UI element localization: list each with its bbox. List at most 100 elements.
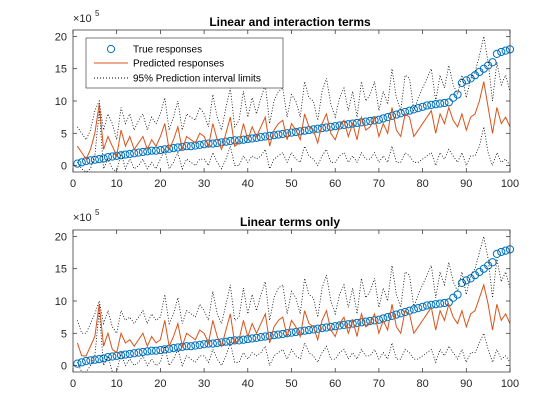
bottom-plot-background (73, 230, 510, 372)
bottom-true-response-point (204, 339, 213, 348)
bottom-x-tick-label: 100 (501, 378, 519, 390)
bottom-true-response-point (274, 330, 283, 339)
top-y-tick-label: 20 (55, 31, 67, 43)
top-chart-y-multiplier-base: ×10 (73, 13, 92, 25)
bottom-true-response-point (401, 307, 410, 317)
bottom-true-response-point (357, 318, 366, 327)
legend-interval-label: 95% Prediction interval limits (133, 74, 261, 85)
bottom-x-tick-label: 90 (460, 378, 472, 390)
top-true-response-point (331, 122, 340, 131)
top-true-response-point (156, 145, 165, 155)
bottom-true-response-point (435, 299, 445, 308)
bottom-y-tick-label: 20 (55, 231, 67, 243)
top-true-response-point (379, 114, 388, 123)
top-true-response-point (134, 148, 143, 157)
bottom-x-tick-label: 40 (242, 378, 254, 390)
legend-predicted-label: Predicted responses (133, 59, 224, 70)
top-true-response-point (488, 58, 497, 67)
bottom-true-response-point (366, 316, 375, 326)
top-true-response-point (112, 151, 121, 160)
bottom-true-response-point (339, 320, 349, 329)
top-true-response-point (195, 140, 204, 149)
bottom-true-response-point (130, 349, 139, 358)
bottom-true-response-point (370, 316, 379, 325)
top-chart-axes: 0 10 20 30 40 50 60 70 80 90 100 0 5 10 15 20 (55, 29, 519, 190)
bottom-true-response-point (73, 359, 82, 368)
top-true-response-point (291, 127, 300, 137)
legend-true-label: True responses (133, 45, 202, 56)
bottom-x-tick-label: 50 (285, 378, 297, 390)
top-true-response-point (283, 129, 292, 138)
bottom-true-response-point (173, 343, 182, 352)
top-true-response-point (335, 121, 344, 130)
bottom-x-tick-label: 60 (329, 378, 341, 390)
top-true-response-point (143, 147, 152, 156)
bottom-true-response-point (265, 331, 274, 340)
top-true-response-point (147, 146, 156, 155)
top-true-response-point (82, 156, 91, 166)
bottom-chart-y-multiplier: ×10 5 (73, 208, 100, 224)
bottom-chart-plot-area (73, 230, 515, 373)
bottom-chart-title: Linear terms only (240, 215, 340, 229)
bottom-true-response-point (208, 339, 217, 348)
top-true-response-point (234, 136, 244, 145)
top-true-response-point (221, 137, 231, 146)
top-x-tick-label: 20 (154, 178, 166, 190)
top-true-response-point (252, 133, 261, 142)
bottom-true-response-point (90, 355, 99, 364)
bottom-true-response-point (160, 345, 169, 354)
bottom-true-response-point (392, 310, 401, 319)
top-chart-y-multiplier: ×10 5 (73, 9, 100, 25)
top-true-response-point (392, 110, 401, 119)
legend-true-marker (106, 44, 116, 54)
top-true-response-point (121, 150, 130, 159)
top-true-response-point (501, 46, 510, 55)
top-true-response-point (256, 133, 266, 142)
bottom-true-response-point (462, 276, 471, 285)
bottom-true-response-point (488, 258, 497, 267)
top-true-response-point (160, 145, 169, 154)
bottom-chart-axes: 0 10 20 30 40 50 60 70 80 90 100 0 5 10 15 20 (55, 229, 519, 390)
bottom-true-response-point (186, 342, 196, 351)
bottom-y-tick-label: 10 (55, 296, 67, 308)
top-true-response-point (278, 129, 287, 139)
bottom-true-response-point (497, 247, 506, 257)
bottom-y-tick-label: 0 (61, 361, 67, 373)
top-true-response-point (405, 106, 414, 115)
top-x-tick-label: 90 (460, 178, 472, 190)
top-true-response-point (116, 151, 126, 160)
bottom-true-response-point (234, 336, 244, 345)
bottom-true-response-point (191, 341, 200, 350)
bottom-true-response-point (414, 304, 423, 313)
bottom-true-response-point (440, 298, 449, 308)
bottom-y-tick-label: 15 (55, 264, 67, 276)
bottom-true-response-point (409, 305, 418, 314)
bottom-y-tick-label: 5 (61, 328, 67, 340)
top-y-tick-label: 15 (55, 64, 67, 76)
top-true-response-point (265, 131, 274, 140)
top-chart-y-multiplier-exponent: 5 (95, 9, 100, 18)
bottom-true-response-point (291, 327, 300, 337)
bottom-x-tick-label: 70 (373, 378, 385, 390)
top-true-response-point (422, 101, 432, 110)
bottom-true-response-point (147, 346, 156, 355)
bottom-true-response-point (248, 334, 257, 343)
top-y-tick-label: 5 (61, 128, 67, 140)
bottom-true-response-point (195, 340, 204, 349)
top-true-response-point (73, 159, 82, 168)
top-chart-title: Linear and interaction terms (209, 15, 371, 29)
bottom-true-response-point (344, 320, 353, 329)
bottom-true-response-point (103, 353, 113, 362)
top-series-interval-lower-line (77, 110, 511, 173)
top-true-response-point (151, 146, 161, 155)
top-chart-panel: Linear and interaction terms ×10 5 0 10 20… (55, 9, 519, 190)
bottom-true-response-point (283, 329, 292, 338)
top-true-response-point (103, 153, 113, 162)
bottom-true-response-point (134, 348, 143, 357)
bottom-true-response-point (239, 335, 248, 344)
bottom-true-response-point (143, 347, 152, 356)
bottom-true-response-point (383, 313, 392, 322)
top-true-response-point (125, 149, 134, 159)
bottom-true-response-point (418, 302, 427, 311)
bottom-true-response-point (95, 354, 104, 364)
